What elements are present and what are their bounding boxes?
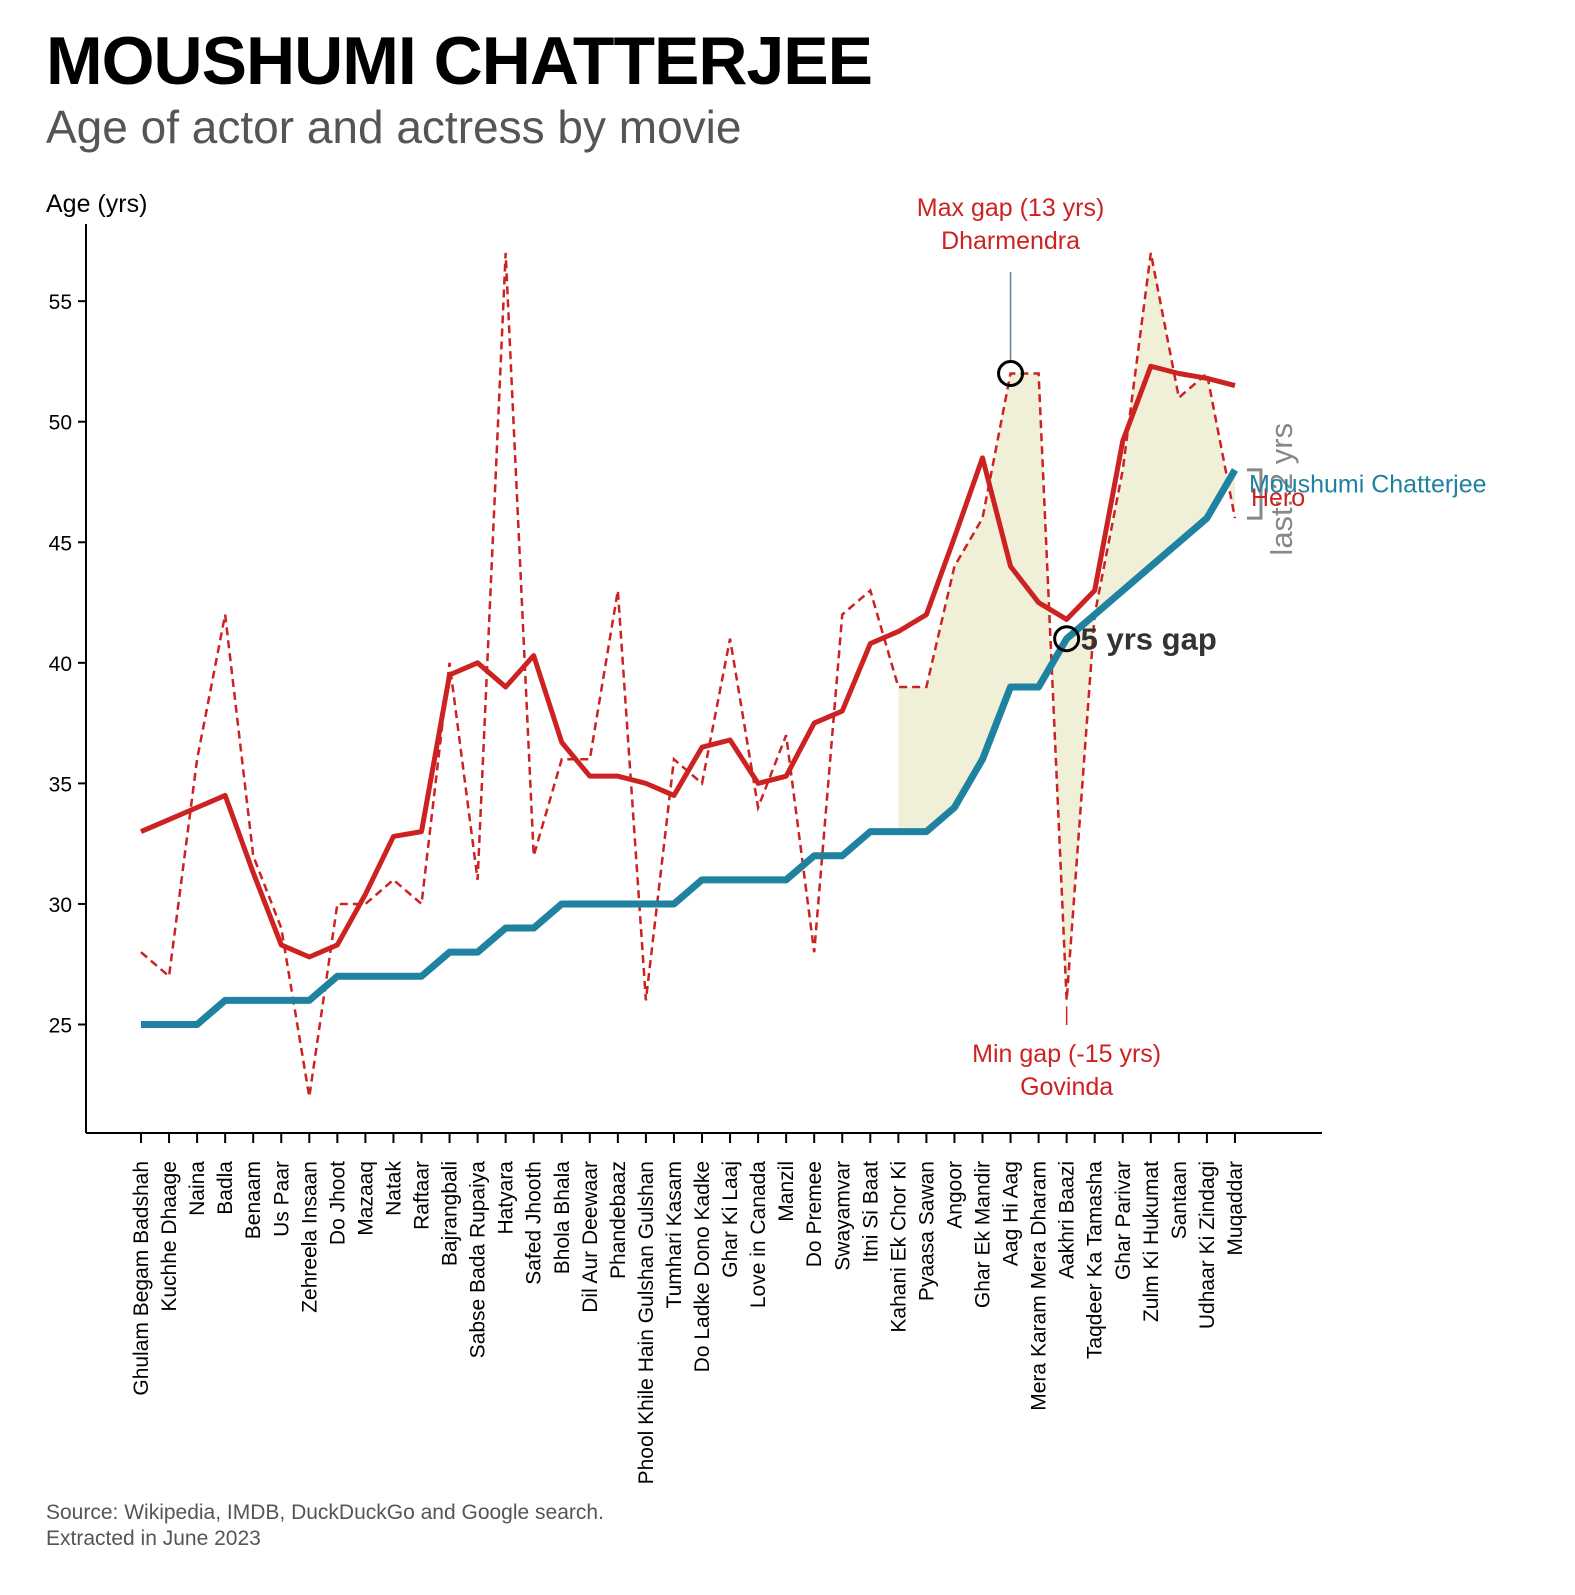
min-gap-actor: Govinda — [1020, 1073, 1113, 1101]
x-tick-label: Zulm Ki Hukumat — [1140, 1161, 1163, 1322]
x-tick-label: Muqaddar — [1224, 1161, 1247, 1256]
y-axis-label: Age (yrs) — [46, 190, 147, 218]
x-tick-label: Bhola Bhala — [551, 1161, 574, 1275]
min-gap-label: Min gap (-15 yrs) — [972, 1040, 1161, 1068]
annotations: Max gap (13 yrs) Dharmendra Min gap (-15… — [917, 194, 1487, 1101]
x-tick-label: Angoor — [943, 1161, 966, 1229]
x-tick-label: Phandebaaz — [607, 1161, 630, 1279]
x-tick-label: Do Ladke Dono Kadke — [691, 1161, 714, 1372]
source-line: Source: Wikipedia, IMDB, DuckDuckGo and … — [46, 1501, 604, 1524]
last-gap-label: last: 2 yrs — [1264, 423, 1299, 556]
source-note: Source: Wikipedia, IMDB, DuckDuckGo and … — [46, 1500, 604, 1552]
x-tick-label: Aakhri Baazi — [1056, 1161, 1079, 1279]
x-tick-label: Benaam — [242, 1161, 265, 1239]
x-tick-label: Do Premee — [803, 1161, 826, 1267]
y-tick-label: 50 — [49, 412, 72, 435]
x-tick-label: Itni Si Baat — [859, 1161, 882, 1263]
x-tick-label: Safed Jhooth — [523, 1161, 546, 1285]
x-tick-label: Sabse Bada Rupaiya — [467, 1161, 490, 1359]
x-tick-label: Pyaasa Sawan — [915, 1161, 938, 1301]
x-tick-label: Santaan — [1168, 1161, 1191, 1239]
x-tick-label: Taqdeer Ka Tamasha — [1084, 1161, 1107, 1359]
x-tick-label: Badla — [214, 1161, 237, 1215]
y-tick-label: 55 — [49, 291, 72, 314]
y-ticks: 25 30 35 40 45 50 55 — [49, 291, 86, 1037]
max-gap-marker — [997, 359, 1025, 387]
y-tick-label: 45 — [49, 532, 72, 555]
x-tick-label: Aag Hi Aag — [1000, 1161, 1023, 1266]
x-tick-label: Ghulam Begam Badshah — [130, 1161, 153, 1396]
max-gap-label: Max gap (13 yrs) — [917, 194, 1105, 222]
x-tick-label: Hatyara — [495, 1161, 518, 1235]
hero-trend-line — [140, 363, 1236, 960]
x-tick-label: Mera Karam Mera Dharam — [1028, 1161, 1051, 1411]
x-tick-label: Kuchhe Dhaage — [158, 1161, 181, 1312]
x-tick-label: Ghar Parivar — [1112, 1161, 1135, 1280]
x-tick-label: Ghar Ki Laaj — [719, 1161, 742, 1278]
x-ticks: Ghulam Begam Badshah Kuchhe Dhaage Naina Ba… — [130, 1133, 1247, 1484]
chart-title: MOUSHUMI CHATTERJEE — [46, 23, 873, 99]
actress-age-line — [141, 468, 1238, 1028]
x-tick-label: Us Paar — [270, 1161, 293, 1237]
gap-area — [898, 252, 1235, 1001]
gap-label: 5 yrs gap — [1081, 622, 1217, 657]
x-tick-label: Natak — [382, 1161, 405, 1216]
x-tick-label: Mazaaq — [354, 1161, 377, 1236]
axes: Age (yrs) — [46, 190, 1322, 1134]
x-tick-label: Do Jhoot — [326, 1161, 349, 1245]
x-tick-label: Phool Khile Hain Gulshan Gulshan — [635, 1161, 658, 1484]
y-tick-label: 25 — [49, 1014, 72, 1037]
actress-label: Moushumi Chatterjee — [1249, 470, 1487, 498]
hero-label: Hero — [1251, 484, 1305, 512]
y-tick-label: 35 — [49, 773, 72, 796]
max-gap-actor: Dharmendra — [941, 227, 1080, 255]
series-lines — [140, 252, 1238, 1098]
chart-subtitle: Age of actor and actress by movie — [46, 101, 742, 153]
x-tick-label: Swayamvar — [831, 1161, 854, 1271]
x-tick-label: Raftaar — [411, 1161, 434, 1230]
y-tick-label: 40 — [49, 653, 72, 676]
x-tick-label: Udhaar Ki Zindagi — [1196, 1161, 1219, 1329]
x-tick-label: Ghar Ek Mandir — [972, 1161, 995, 1308]
x-tick-label: Kahani Ek Chor Ki — [887, 1161, 910, 1333]
gap-shading — [898, 252, 1235, 1001]
x-tick-label: Dil Aur Deewaar — [579, 1161, 602, 1313]
x-tick-label: Zehreela Insaan — [298, 1161, 321, 1313]
x-tick-label: Tumhari Kasam — [663, 1161, 686, 1308]
y-tick-label: 30 — [49, 894, 72, 917]
x-tick-label: Love in Canada — [747, 1161, 770, 1308]
x-tick-label: Naina — [186, 1161, 209, 1216]
x-tick-label: Manzil — [775, 1161, 798, 1222]
last-gap-bracket — [1246, 468, 1263, 520]
x-tick-label: Bajrangbali — [439, 1161, 462, 1266]
extracted-line: Extracted in June 2023 — [46, 1527, 261, 1550]
gap-marker — [1053, 625, 1081, 653]
